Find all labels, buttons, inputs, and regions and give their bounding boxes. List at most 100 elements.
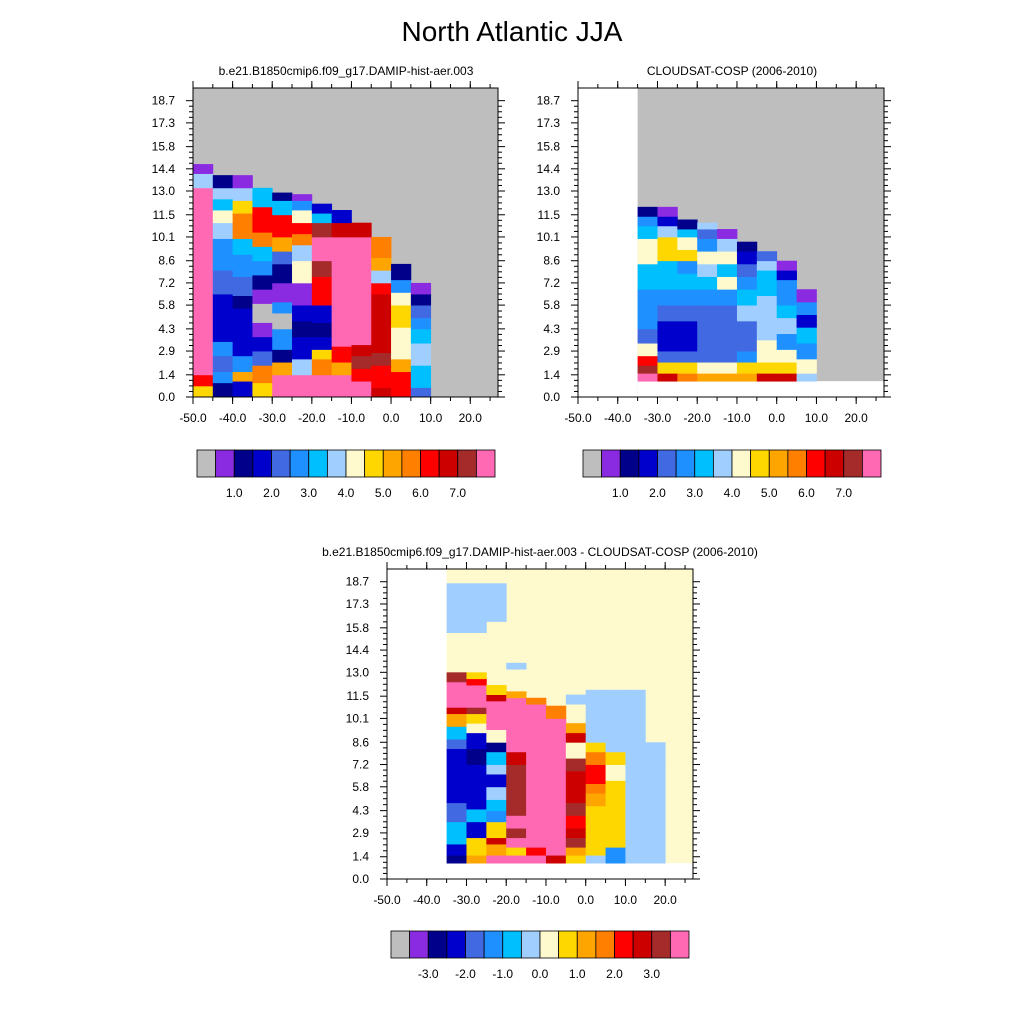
heatmap-cell xyxy=(486,742,507,753)
heatmap-cell xyxy=(410,365,432,388)
heatmap-cell xyxy=(796,327,817,344)
heatmap-cell xyxy=(446,844,467,856)
heatmap-cell xyxy=(657,362,678,374)
heatmap-cell xyxy=(446,739,467,750)
heatmap-cell xyxy=(351,344,372,357)
heatmap-cell xyxy=(331,362,352,376)
y-tick-label: 18.7 xyxy=(346,575,370,589)
heatmap-cell xyxy=(796,373,817,382)
heatmap-cell xyxy=(446,681,467,708)
heatmap-cell xyxy=(311,336,333,350)
heatmap-cell xyxy=(565,786,587,804)
x-tick-label: 20.0 xyxy=(459,411,483,425)
y-tick-label: 15.8 xyxy=(346,621,370,635)
colorbar-label: 6.0 xyxy=(798,486,815,500)
colorbar-box xyxy=(619,449,640,478)
heatmap-cell xyxy=(565,837,587,848)
heatmap-cell xyxy=(717,229,738,239)
colorbar-label: -2.0 xyxy=(455,967,476,981)
colorbar-box xyxy=(632,930,653,959)
heatmap-cell xyxy=(526,704,547,848)
y-tick-label: 0.0 xyxy=(352,872,369,886)
colorbar-box xyxy=(390,930,411,959)
y-tick-label: 15.8 xyxy=(152,140,176,154)
heatmap-cell xyxy=(736,362,758,374)
heatmap-cell xyxy=(717,373,738,382)
heatmap-cell xyxy=(736,263,758,277)
y-tick-label: 11.5 xyxy=(347,689,370,703)
heatmap-cell xyxy=(657,273,678,290)
heatmap-cell xyxy=(232,295,253,309)
heatmap-cell xyxy=(697,276,718,290)
heatmap-cell xyxy=(545,718,567,842)
heatmap-cell xyxy=(252,289,273,304)
heatmap-cell xyxy=(677,351,698,363)
heatmap-cell xyxy=(371,387,392,398)
heatmap-cell xyxy=(657,351,678,363)
heatmap-cell xyxy=(677,219,698,230)
heatmap-cell xyxy=(585,783,606,794)
y-tick-label: 10.1 xyxy=(346,711,370,725)
y-tick-label: 17.3 xyxy=(152,116,176,130)
heatmap-cell xyxy=(796,343,817,360)
colorbar-label: 3.0 xyxy=(643,967,660,981)
colorbar-box xyxy=(196,449,217,478)
colorbar-label: 2.0 xyxy=(649,486,666,500)
heatmap-cell xyxy=(637,328,658,344)
panel-model: b.e21.B1850cmip6.f09_g17.DAMIP-hist-aer.… xyxy=(152,64,505,500)
x-tick-label: 0.0 xyxy=(768,411,785,425)
heatmap-cell xyxy=(466,855,487,864)
x-tick-label: -40.0 xyxy=(219,411,247,425)
colorbar-box xyxy=(502,930,522,959)
heatmap-cell xyxy=(351,381,372,398)
heatmap-cell xyxy=(565,828,587,839)
colorbar-box xyxy=(345,449,366,478)
heatmap-cell xyxy=(486,821,507,839)
heatmap-cell xyxy=(657,373,678,382)
y-tick-label: 5.8 xyxy=(543,298,560,312)
heatmap-cell xyxy=(526,847,547,856)
heatmap-cell xyxy=(466,837,487,848)
heatmap-cell xyxy=(717,238,738,252)
heatmap-cell xyxy=(717,289,738,306)
heatmap-cell xyxy=(212,341,234,357)
heatmap-cell xyxy=(446,764,467,804)
blank-region xyxy=(387,569,447,879)
y-tick-label: 7.2 xyxy=(158,276,175,290)
heatmap-cell xyxy=(252,187,273,198)
heatmap-cell xyxy=(371,244,392,258)
heatmap-cell xyxy=(466,583,487,633)
y-tick-label: 7.2 xyxy=(352,758,369,772)
heatmap-cell xyxy=(677,260,698,274)
heatmap-cell xyxy=(466,793,487,810)
colorbar-box xyxy=(595,930,615,959)
heatmap-cell xyxy=(756,362,778,374)
heatmap-cell xyxy=(796,358,817,374)
heatmap-cell xyxy=(371,294,392,330)
colorbar-box xyxy=(824,449,845,478)
heatmap-cell xyxy=(486,774,507,788)
heatmap-cell xyxy=(272,313,293,330)
heatmap-cell xyxy=(292,282,313,306)
heatmap-cell xyxy=(756,320,778,341)
x-tick-label: -40.0 xyxy=(604,411,632,425)
colorbar-label: 1.0 xyxy=(569,967,586,981)
heatmap-cell xyxy=(351,236,372,252)
heatmap-cell xyxy=(272,301,293,314)
y-tick-label: 8.6 xyxy=(543,254,560,268)
heatmap-cell xyxy=(677,236,698,251)
colorbar-box xyxy=(446,930,466,959)
heatmap-cell xyxy=(311,213,333,224)
heatmap-cell xyxy=(506,828,527,839)
heatmap-cell xyxy=(232,276,253,296)
colorbar-label: 1.0 xyxy=(612,486,629,500)
colorbar-box xyxy=(457,449,477,478)
heatmap-cell xyxy=(756,260,778,271)
heatmap-cell xyxy=(466,672,487,680)
heatmap-cell xyxy=(371,352,392,366)
heatmap-cell xyxy=(506,837,527,848)
heatmap-cell xyxy=(486,685,507,695)
heatmap-cell xyxy=(212,294,234,319)
x-tick-label: -30.0 xyxy=(453,893,481,907)
colorbar-box xyxy=(576,930,597,959)
